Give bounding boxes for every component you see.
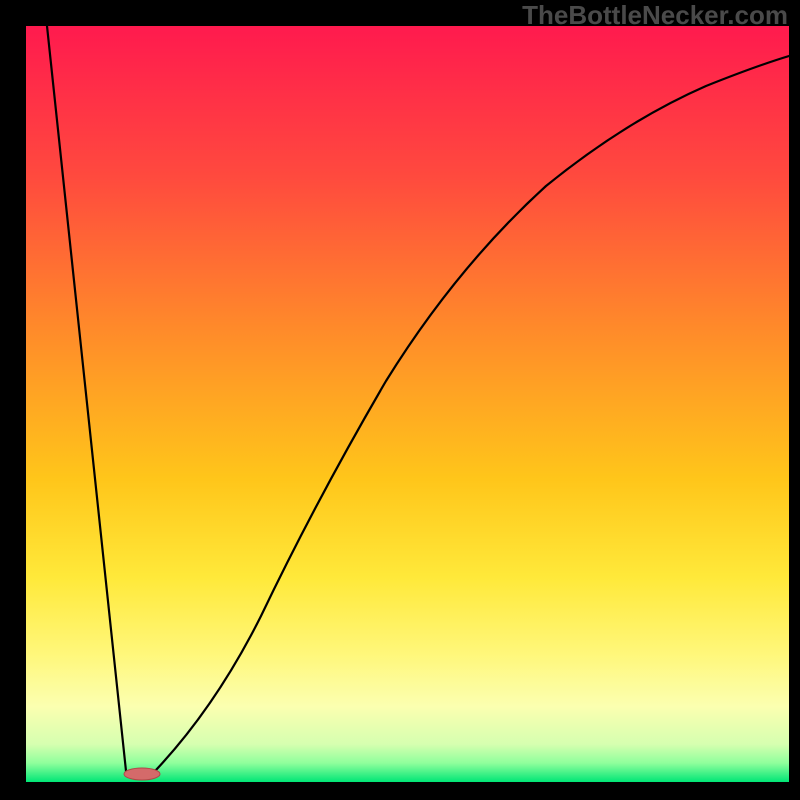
watermark-text: TheBottleNecker.com xyxy=(522,0,788,31)
optimum-marker xyxy=(124,768,160,780)
chart-frame: TheBottleNecker.com xyxy=(0,0,800,800)
plot-svg xyxy=(26,26,789,782)
gradient-background xyxy=(26,26,789,782)
plot-area xyxy=(26,26,789,782)
